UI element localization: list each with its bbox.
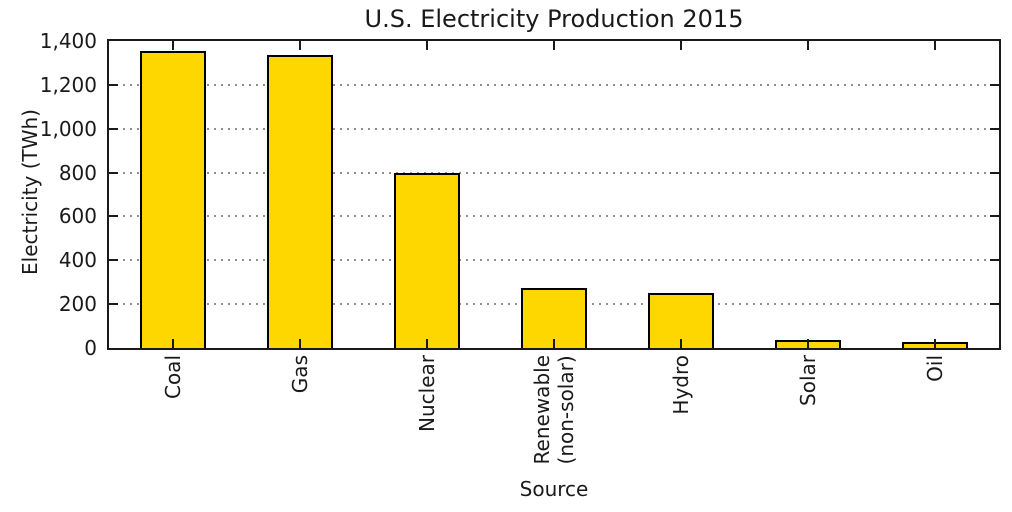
x-tick-label-text-solar: Solar [796, 355, 821, 406]
gridline-1200 [109, 83, 999, 86]
x-tick-bottom-hydro [680, 339, 683, 348]
x-tick-top-nuclear [425, 41, 428, 50]
x-tick-bottom-coal [171, 339, 174, 348]
x-tick-label-text-hydro: Hydro [669, 355, 694, 415]
y-tick-label-400: 400 [58, 248, 97, 273]
x-tick-label-text-oil: Oil [923, 355, 948, 382]
gridline-600 [109, 215, 999, 218]
plot-area [107, 39, 1001, 350]
y-tick-left-600 [109, 215, 118, 218]
x-tick-label-hydro: Hydro [669, 355, 693, 419]
y-tick-label-800: 800 [58, 160, 97, 185]
x-tick-label-coal: Coal [161, 355, 185, 403]
x-tick-label-text-nuclear: Nuclear [414, 355, 439, 432]
bar-gas [266, 55, 333, 348]
gridline-400 [109, 259, 999, 262]
x-tick-label-text-coal: Coal [160, 355, 185, 400]
x-tick-top-oil [934, 41, 937, 50]
y-tick-label-1000: 1,000 [39, 116, 97, 141]
x-tick-label-nuclear: Nuclear [415, 355, 439, 436]
y-tick-right-600 [990, 215, 999, 218]
y-tick-label-200: 200 [58, 292, 97, 317]
y-tick-left-1200 [109, 83, 118, 86]
x-tick-label-text-renewable-non-solar: Renewable (non-solar) [530, 355, 578, 465]
y-tick-right-400 [990, 259, 999, 262]
x-tick-label-text-gas: Gas [287, 355, 312, 394]
chart-title: U.S. Electricity Production 2015 [364, 5, 744, 33]
bar-coal [139, 50, 206, 348]
x-tick-top-gas [298, 41, 301, 50]
x-tick-top-coal [171, 41, 174, 50]
y-tick-right-800 [990, 171, 999, 174]
y-tick-left-1000 [109, 127, 118, 130]
y-tick-label-0: 0 [84, 336, 97, 360]
x-tick-bottom-renewable-non-solar [553, 339, 555, 348]
y-tick-left-800 [109, 171, 118, 174]
y-tick-right-200 [990, 303, 999, 306]
x-tick-bottom-solar [807, 339, 810, 348]
x-tick-bottom-oil [934, 339, 937, 348]
x-tick-top-renewable-non-solar [553, 41, 555, 50]
x-tick-bottom-gas [298, 339, 301, 348]
x-tick-label-gas: Gas [288, 355, 312, 397]
y-tick-left-400 [109, 259, 118, 262]
y-tick-label-1400: 1,400 [39, 29, 97, 53]
y-tick-right-1000 [990, 127, 999, 130]
y-tick-label-600: 600 [58, 204, 97, 229]
x-axis-label: Source [519, 477, 589, 501]
bar-nuclear [393, 173, 460, 348]
plot-inner [109, 41, 999, 348]
x-tick-label-renewable-non-solar: Renewable (non-solar) [530, 355, 578, 468]
x-tick-label-solar: Solar [796, 355, 820, 410]
gridline-1000 [109, 127, 999, 130]
bar-renewable-non-solar [521, 288, 587, 348]
x-tick-label-oil: Oil [923, 355, 947, 386]
y-tick-label-1200: 1,200 [39, 72, 97, 97]
gridline-800 [109, 171, 999, 174]
y-tick-right-1200 [990, 83, 999, 86]
x-tick-top-solar [807, 41, 810, 50]
x-tick-bottom-nuclear [425, 339, 428, 348]
x-tick-top-hydro [680, 41, 683, 50]
y-tick-left-200 [109, 303, 118, 306]
bar-hydro [648, 293, 715, 348]
